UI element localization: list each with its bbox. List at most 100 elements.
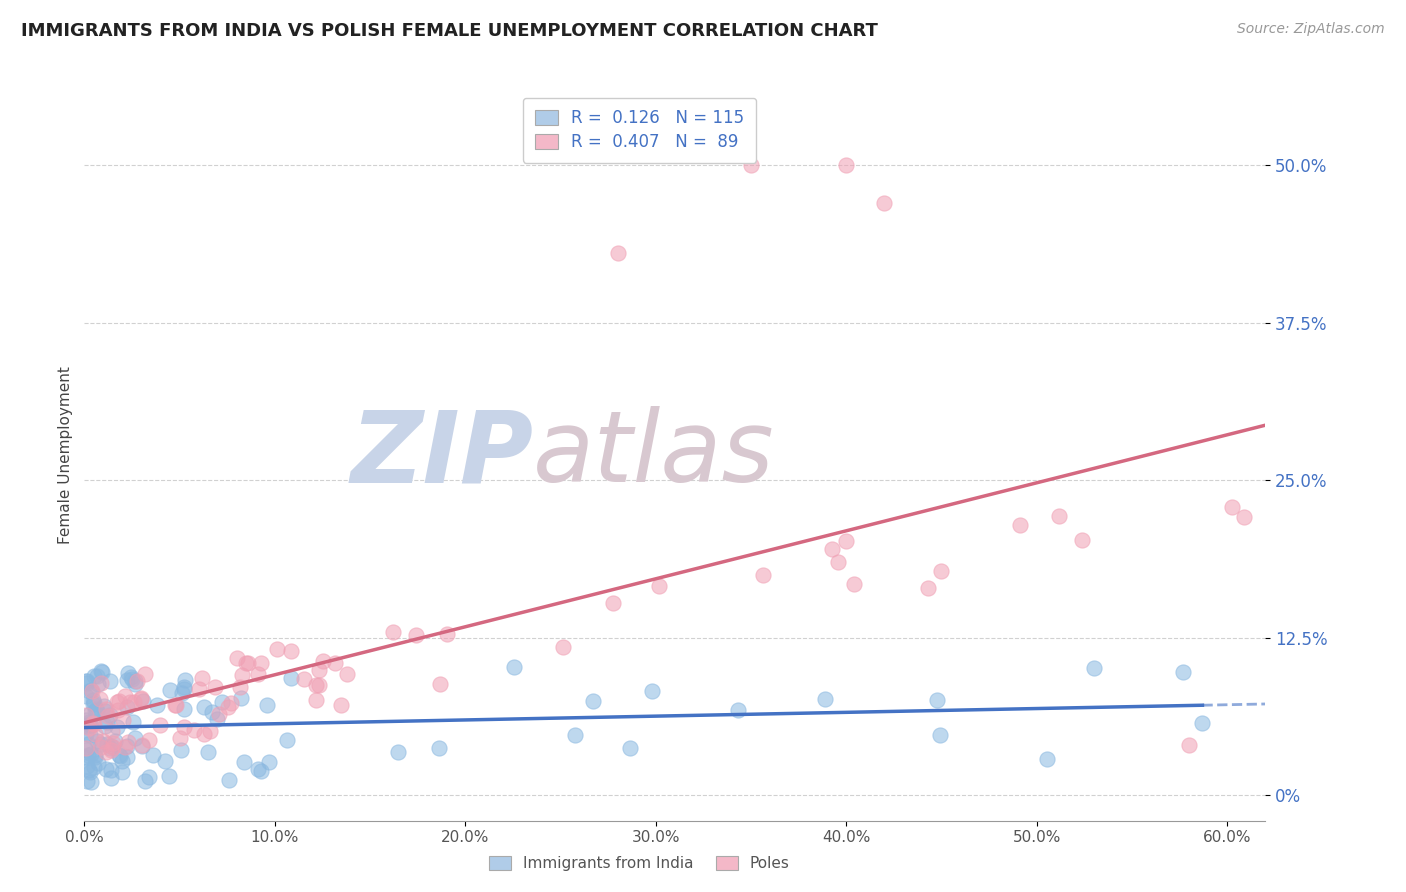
Point [77,748,100,763]
Point [115,739,138,753]
Point [821,541,844,556]
Point [174,673,197,687]
Point [927,693,949,707]
Point [226,651,249,665]
Point [79,728,101,742]
Point [835,158,858,172]
Point [82,698,104,712]
Point [84,702,107,716]
Point [280,671,302,685]
Point [134,774,156,789]
Point [79,765,101,780]
Point [405,628,427,642]
Point [323,656,346,670]
Point [553,640,575,655]
Point [259,755,281,769]
Point [204,680,226,694]
Point [82,716,104,731]
Point [112,713,135,727]
Point [117,665,139,680]
Point [429,677,451,691]
Point [165,698,187,712]
Point [117,735,139,749]
Point [157,769,180,783]
Point [93,699,115,714]
Point [83,748,105,763]
Point [1191,716,1213,731]
Point [235,656,257,670]
Point [582,694,605,708]
Point [873,195,896,210]
Point [132,694,155,708]
Point [100,708,122,723]
Point [77,717,100,731]
Point [229,681,252,695]
Point [329,698,352,712]
Point [138,733,160,747]
Text: atlas: atlas [533,407,775,503]
Point [219,697,242,711]
Point [173,680,195,694]
Point [80,683,103,698]
Point [169,743,191,757]
Point [115,673,138,688]
Point [208,706,231,721]
Point [169,731,191,745]
Point [312,654,335,668]
Point [75,690,97,704]
Point [122,695,145,709]
Point [83,696,105,710]
Point [127,674,149,689]
Point [90,665,112,680]
Point [211,696,233,710]
Point [114,739,136,754]
Point [173,701,195,715]
Point [602,596,624,610]
Point [201,706,224,720]
Point [76,759,98,773]
Point [752,567,775,582]
Point [246,666,269,681]
Point [740,158,762,172]
Point [256,698,278,712]
Point [276,733,298,747]
Point [142,747,165,762]
Point [77,722,100,736]
Point [138,770,160,784]
Point [100,724,122,739]
Point [835,534,858,549]
Point [827,555,849,569]
Point [153,754,176,768]
Point [149,717,172,731]
Point [94,719,117,733]
Point [1171,665,1194,679]
Point [120,670,142,684]
Point [87,677,110,691]
Point [1049,509,1071,524]
Point [131,739,153,753]
Point [100,771,122,785]
Point [86,704,108,718]
Point [89,691,111,706]
Point [183,723,205,737]
Point [108,749,131,764]
Point [217,699,239,714]
Point [146,698,169,712]
Point [280,644,302,658]
Point [1233,509,1256,524]
Point [236,657,259,671]
Point [134,667,156,681]
Point [173,681,195,696]
Point [308,678,330,692]
Point [173,720,195,734]
Point [205,712,228,726]
Point [100,739,122,753]
Point [387,745,409,759]
Point [115,700,138,714]
Point [118,695,141,709]
Point [75,708,97,723]
Point [170,686,193,700]
Y-axis label: Female Unemployment: Female Unemployment [58,366,73,544]
Point [250,657,273,671]
Point [336,667,359,681]
